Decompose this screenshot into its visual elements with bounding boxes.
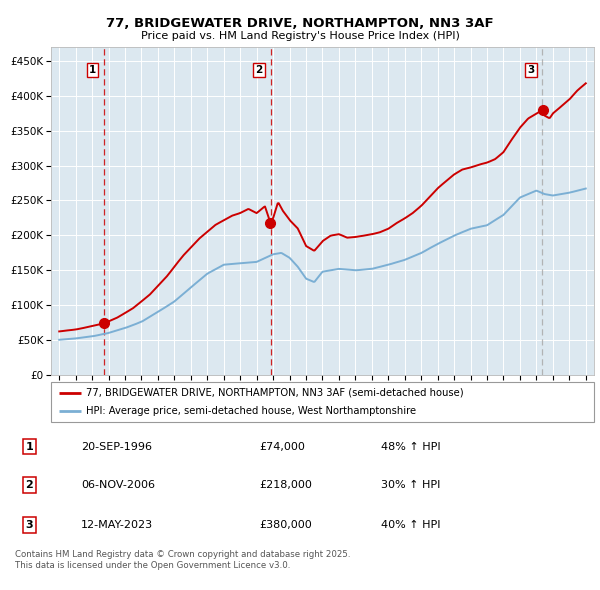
Text: 3: 3 xyxy=(25,520,33,530)
Text: This data is licensed under the Open Government Licence v3.0.: This data is licensed under the Open Gov… xyxy=(15,560,290,569)
Text: £74,000: £74,000 xyxy=(260,441,305,451)
Text: £218,000: £218,000 xyxy=(260,480,313,490)
Text: 30% ↑ HPI: 30% ↑ HPI xyxy=(380,480,440,490)
Text: Price paid vs. HM Land Registry's House Price Index (HPI): Price paid vs. HM Land Registry's House … xyxy=(140,31,460,41)
Text: 2: 2 xyxy=(256,65,263,75)
Text: 1: 1 xyxy=(89,65,96,75)
Text: 1: 1 xyxy=(25,441,33,451)
Text: 40% ↑ HPI: 40% ↑ HPI xyxy=(380,520,440,530)
Text: £380,000: £380,000 xyxy=(260,520,313,530)
Text: HPI: Average price, semi-detached house, West Northamptonshire: HPI: Average price, semi-detached house,… xyxy=(86,406,416,416)
Text: 20-SEP-1996: 20-SEP-1996 xyxy=(81,441,152,451)
Text: 3: 3 xyxy=(527,65,535,75)
Text: 2: 2 xyxy=(25,480,33,490)
Text: 77, BRIDGEWATER DRIVE, NORTHAMPTON, NN3 3AF (semi-detached house): 77, BRIDGEWATER DRIVE, NORTHAMPTON, NN3 … xyxy=(86,388,464,398)
Text: Contains HM Land Registry data © Crown copyright and database right 2025.: Contains HM Land Registry data © Crown c… xyxy=(15,550,350,559)
Text: 12-MAY-2023: 12-MAY-2023 xyxy=(81,520,153,530)
Text: 77, BRIDGEWATER DRIVE, NORTHAMPTON, NN3 3AF: 77, BRIDGEWATER DRIVE, NORTHAMPTON, NN3 … xyxy=(106,17,494,30)
Text: 06-NOV-2006: 06-NOV-2006 xyxy=(81,480,155,490)
Text: 48% ↑ HPI: 48% ↑ HPI xyxy=(380,441,440,451)
